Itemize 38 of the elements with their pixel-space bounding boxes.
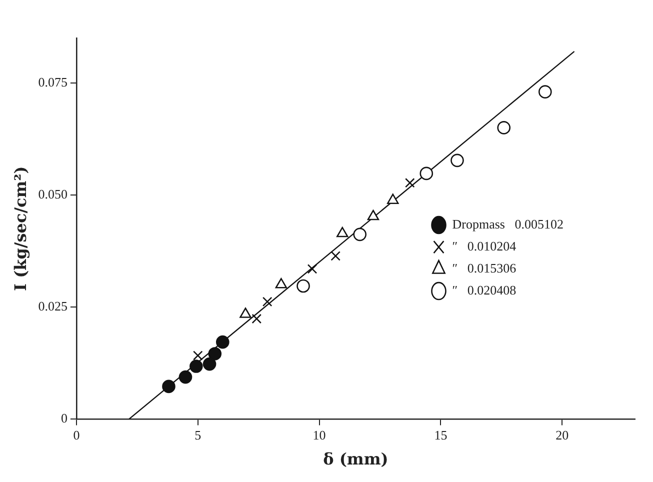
- point: [307, 264, 318, 274]
- x-axis-title: δ (mm): [323, 450, 388, 469]
- point: [367, 210, 380, 220]
- x-tick-label: 10: [312, 427, 326, 442]
- legend-label: ″ 0.010204: [452, 238, 517, 254]
- point: [538, 85, 552, 98]
- point: [420, 166, 434, 180]
- point: [336, 226, 348, 238]
- point: [296, 279, 310, 293]
- point: [330, 251, 340, 261]
- point: [202, 357, 216, 371]
- point: [404, 178, 415, 188]
- x-tick-label: 20: [556, 427, 569, 442]
- point: [240, 308, 252, 318]
- point: [275, 278, 288, 288]
- point: [190, 360, 203, 373]
- x-tick-label: 0: [73, 427, 80, 442]
- legend-label: Dropmass 0.005102: [452, 216, 564, 232]
- legend-label: ″ 0.020408: [452, 282, 516, 298]
- point: [162, 380, 176, 394]
- y-tick-label: 0.075: [38, 74, 68, 90]
- x-tick-label: 15: [434, 427, 448, 442]
- point: [178, 370, 192, 384]
- point: [353, 228, 367, 242]
- point: [192, 350, 203, 360]
- y-axis-title: I (kg/sec/cm²): [10, 166, 30, 291]
- point: [450, 154, 464, 168]
- point: [208, 347, 222, 360]
- point: [216, 335, 230, 349]
- x-tick-label: 5: [194, 427, 202, 442]
- y-tick-label: 0.050: [38, 186, 68, 202]
- point: [387, 194, 399, 204]
- point: [252, 314, 262, 324]
- y-tick-label: 0: [60, 410, 68, 426]
- point: [262, 296, 272, 307]
- point: [497, 121, 511, 134]
- legend-label: ″ 0.015306: [452, 260, 517, 276]
- y-tick-label: 0.025: [38, 298, 68, 314]
